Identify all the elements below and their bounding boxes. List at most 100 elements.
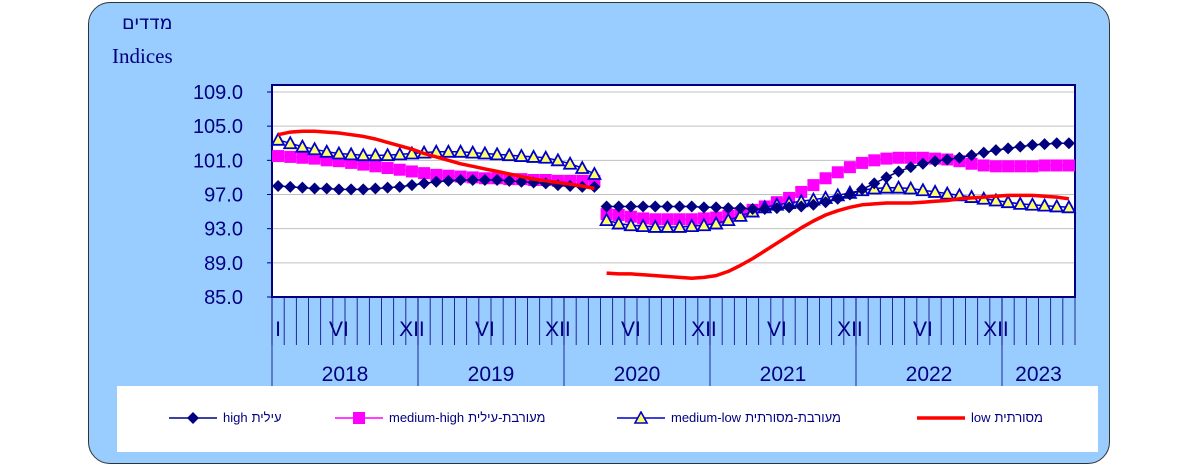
- legend: high עילית medium-high מעורבת-עילית medium-l…: [117, 386, 1098, 452]
- data-point-medium-high: [624, 210, 637, 223]
- data-point-medium-low: [708, 215, 724, 230]
- data-point-medium-high: [904, 151, 917, 164]
- legend-item-medium-low: medium-low מעורבת-מסורתית: [617, 410, 841, 425]
- month-label: XII: [691, 318, 717, 341]
- data-point-high: [758, 203, 771, 216]
- data-point-high: [929, 155, 942, 168]
- data-point-medium-low: [891, 179, 907, 194]
- data-point-high: [405, 179, 418, 192]
- data-point-medium-low: [647, 219, 663, 233]
- data-point-high: [783, 201, 796, 214]
- data-point-medium-high: [1014, 160, 1027, 173]
- data-point-medium-high: [892, 151, 905, 164]
- y-tick-label: 105.0: [193, 116, 243, 138]
- data-point-high: [332, 183, 345, 196]
- data-point-medium-high: [795, 185, 808, 198]
- legend-item-medium-high: medium-high מעורבת-עילית: [335, 410, 545, 425]
- year-label: 2022: [906, 363, 953, 386]
- data-point-medium-low: [513, 148, 529, 162]
- data-point-medium-low: [404, 145, 420, 160]
- year-label: 2019: [468, 363, 515, 386]
- data-point-high: [430, 175, 443, 188]
- data-point-high: [1002, 142, 1015, 155]
- series-line-low: [606, 193, 1070, 280]
- data-point-medium-high: [357, 158, 370, 171]
- data-point-high: [612, 200, 625, 213]
- data-point-medium-low: [611, 215, 627, 230]
- data-point-medium-low: [550, 152, 566, 167]
- data-point-high: [819, 196, 832, 209]
- data-point-high: [649, 200, 662, 213]
- data-point-high: [722, 202, 735, 215]
- data-point-medium-low: [599, 212, 615, 227]
- data-point-medium-high: [296, 151, 309, 164]
- data-point-high: [953, 151, 966, 164]
- data-point-medium-low: [367, 147, 383, 162]
- data-point-high: [1062, 137, 1075, 150]
- data-point-high: [1038, 138, 1051, 151]
- data-point-medium-high: [284, 150, 297, 163]
- data-point-medium-low: [659, 219, 675, 233]
- data-point-high: [904, 161, 917, 174]
- square-marker-icon: [335, 411, 383, 424]
- legend-label-en: medium-high: [389, 410, 465, 425]
- data-point-high: [916, 157, 929, 170]
- data-point-medium-high: [989, 160, 1002, 173]
- plot-border: [271, 84, 1076, 298]
- data-point-medium-low: [635, 218, 651, 233]
- data-point-high: [272, 179, 285, 192]
- data-point-high: [1014, 140, 1027, 153]
- data-point-medium-low: [903, 180, 919, 195]
- data-point-medium-high: [1038, 159, 1051, 172]
- data-point-high: [673, 200, 686, 213]
- data-point-medium-low: [1037, 197, 1053, 212]
- data-point-high: [856, 183, 869, 196]
- data-point-high: [685, 200, 698, 213]
- chart-title-hebrew: מדדים: [122, 12, 173, 34]
- data-point-medium-low: [538, 149, 554, 164]
- data-point-high: [478, 173, 491, 186]
- data-point-medium-low: [380, 147, 396, 162]
- month-label: VI: [475, 318, 495, 341]
- data-point-high: [965, 149, 978, 162]
- y-tick-label: 85.0: [204, 287, 243, 309]
- data-point-medium-low: [1049, 198, 1065, 213]
- data-point-high: [296, 181, 309, 194]
- data-point-high: [491, 173, 504, 186]
- data-point-medium-high: [868, 154, 881, 167]
- year-label: 2018: [322, 363, 369, 386]
- chart-title-english: Indices: [112, 44, 173, 68]
- data-point-high: [868, 177, 881, 190]
- month-label: I: [275, 318, 281, 341]
- data-point-medium-low: [501, 147, 517, 162]
- data-point-medium-high: [977, 159, 990, 172]
- data-point-medium-low: [282, 135, 298, 150]
- series-line-low: [277, 129, 595, 191]
- data-point-high: [941, 153, 954, 166]
- month-label: VI: [329, 318, 349, 341]
- data-point-high: [843, 188, 856, 201]
- diamond-marker-icon: [169, 411, 217, 424]
- data-point-medium-low: [574, 160, 590, 174]
- data-point-high: [807, 198, 820, 211]
- data-point-medium-low: [477, 145, 493, 160]
- data-point-medium-low: [672, 219, 688, 233]
- data-point-medium-high: [1026, 160, 1039, 173]
- data-point-medium-high: [819, 172, 832, 185]
- data-point-high: [357, 183, 370, 196]
- data-point-high: [977, 146, 990, 159]
- data-point-medium-high: [381, 162, 394, 175]
- legend-label-he: עילית: [251, 410, 282, 425]
- data-point-high: [770, 202, 783, 215]
- data-point-medium-high: [807, 179, 820, 192]
- data-point-high: [880, 171, 893, 184]
- data-point-high: [795, 200, 808, 213]
- data-point-medium-low: [732, 207, 748, 222]
- data-point-medium-low: [1061, 199, 1077, 214]
- none-marker-icon: [917, 415, 965, 420]
- y-tick-label: 93.0: [204, 219, 243, 241]
- data-point-high: [345, 183, 358, 196]
- data-point-medium-low: [1024, 196, 1040, 211]
- data-point-medium-high: [1002, 160, 1015, 173]
- legend-item-high: high עילית: [169, 410, 282, 425]
